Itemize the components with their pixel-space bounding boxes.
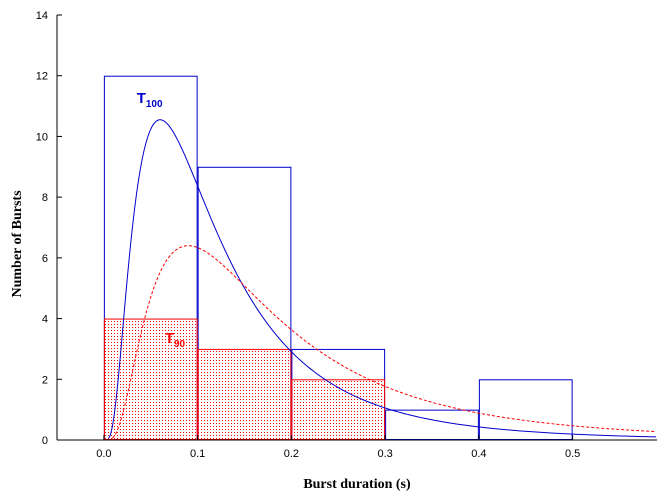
y-tick-label-0: 0 (42, 435, 48, 447)
x-tick-label-5: 0.5 (565, 448, 580, 460)
y-tick-label-2: 4 (42, 314, 48, 326)
t90-bar-fill-2 (291, 379, 386, 440)
x-tick-label-0: 0.0 (96, 448, 111, 460)
ticks-layer: 0 2 4 6 8 10 12 14 0.0 0.1 0.2 0.3 0.4 0.5 (36, 10, 581, 460)
x-tick-label-4: 0.4 (471, 448, 486, 460)
y-tick-label-5: 10 (36, 131, 48, 143)
y-tick-label-1: 2 (42, 374, 48, 386)
y-tick-label-7: 14 (36, 10, 48, 22)
t100-fit-curve (108, 119, 657, 439)
t100-bar-4 (478, 379, 573, 440)
t90-dot-fill-layer (103, 318, 386, 440)
y-tick-label-6: 12 (36, 71, 48, 83)
x-tick-label-1: 0.1 (190, 448, 205, 460)
axes-layer (56, 15, 657, 441)
annotations-layer: T100 T90 (137, 90, 186, 350)
t90-bar-fill-1 (197, 348, 292, 440)
x-tick-label-2: 0.2 (284, 448, 299, 460)
fit-curves-layer (108, 119, 657, 439)
t90-bar-fill-0 (103, 318, 198, 440)
x-tick-label-3: 0.3 (377, 448, 392, 460)
y-axis-title: Number of Bursts (10, 190, 25, 298)
t100-label: T100 (137, 90, 163, 110)
x-axis-title: Burst duration (s) (303, 477, 411, 492)
y-tick-label-3: 6 (42, 253, 48, 265)
t90-label: T90 (165, 330, 186, 350)
y-tick-label-4: 8 (42, 192, 48, 204)
